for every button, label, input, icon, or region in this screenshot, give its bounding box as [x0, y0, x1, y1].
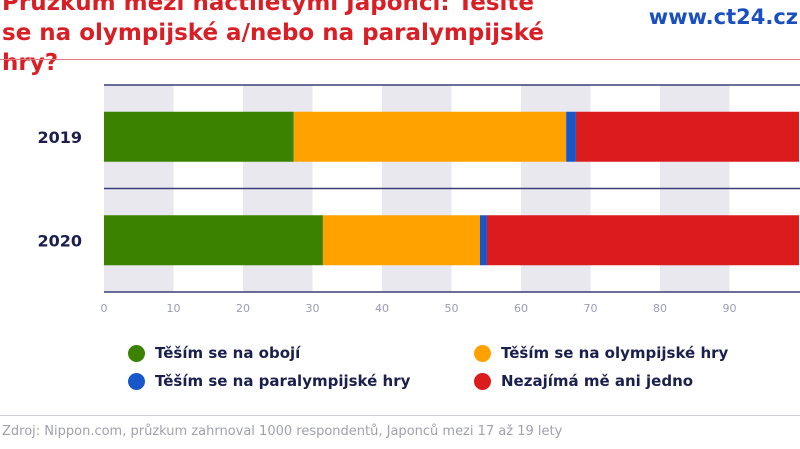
x-tick-label: 80 [653, 302, 667, 315]
legend-item: Těším se na obojí [128, 344, 300, 362]
legend-swatch [128, 344, 145, 362]
legend-label: Těším se na paralympijské hry [155, 372, 411, 390]
legend-swatch [474, 344, 491, 362]
bar-segment [566, 111, 576, 162]
category-label: 2019 [37, 128, 82, 147]
bar-segment [322, 215, 480, 266]
legend-swatch [474, 372, 491, 390]
legend-swatch [128, 372, 145, 390]
bar-segment [293, 111, 567, 162]
x-tick-label: 10 [167, 302, 181, 315]
brand-link[interactable]: www.ct24.cz [648, 5, 798, 29]
x-tick-label: 70 [584, 302, 598, 315]
bar-segment [104, 111, 294, 162]
legend-label: Těším se na obojí [155, 344, 301, 362]
bar-segment [486, 215, 799, 266]
x-tick-label: 30 [306, 302, 320, 315]
legend-label: Nezajímá mě ani jedno [501, 372, 694, 390]
legend-item: Těším se na olympijské hry [474, 344, 728, 362]
legend-label: Těším se na olympijské hry [501, 344, 729, 362]
source-note: Zdroj: Nippon.com, průzkum zahrnoval 100… [2, 424, 563, 439]
bar-chart: 2019 2020 0 10 20 30 40 50 60 70 80 90 [37, 84, 800, 315]
header-divider [0, 59, 800, 60]
x-tick-label: 40 [375, 302, 389, 315]
category-label: 2020 [37, 231, 82, 250]
bar-segment [575, 111, 799, 162]
legend-item: Nezajímá mě ani jedno [474, 372, 693, 390]
x-tick-label: 60 [514, 302, 528, 315]
x-tick-label: 50 [445, 302, 459, 315]
x-tick-label: 0 [101, 302, 108, 315]
chart-title: Průzkum mezi náctiletými Japonci: Těšíte… [2, 0, 545, 76]
x-tick-label: 20 [236, 302, 250, 315]
bar-segment [479, 215, 487, 266]
x-tick-label: 90 [723, 302, 737, 315]
footer-divider [0, 415, 800, 416]
bar-segment [104, 215, 323, 266]
legend-item: Těším se na paralympijské hry [128, 372, 410, 390]
